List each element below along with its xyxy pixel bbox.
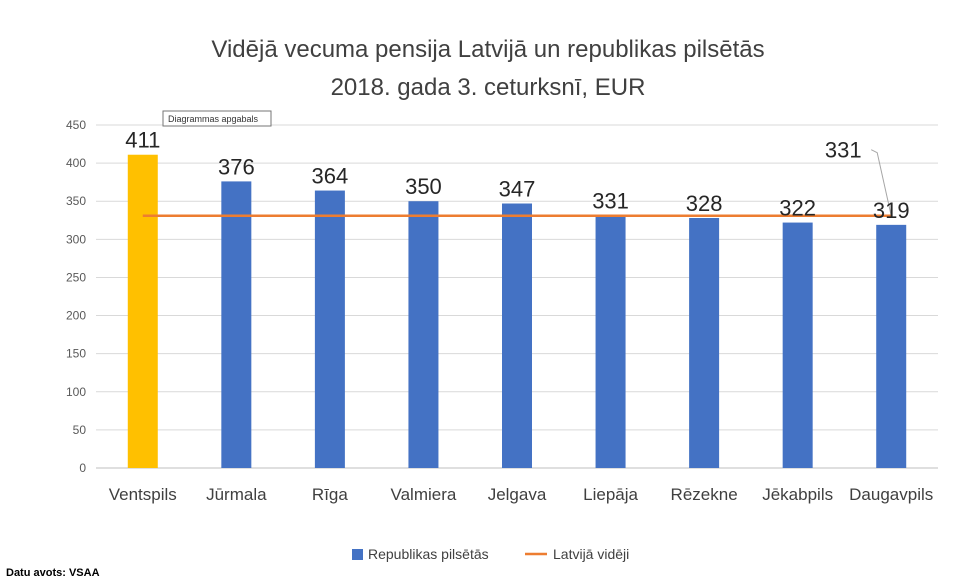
y-tick-label: 250 [66,270,86,284]
y-tick-label: 150 [66,347,86,361]
bar [782,222,813,468]
category-label: Daugavpils [849,485,933,504]
legend-swatch-bar [352,549,363,560]
average-line: 331 [142,138,892,217]
category-label: Ventspils [109,485,177,504]
data-labels: 411 376 364 350 347 331 328 322 319 [125,128,909,223]
y-tick-label: 450 [66,118,86,132]
y-tick-label: 100 [66,385,86,399]
data-label: 328 [686,191,723,216]
average-line-leader [870,149,892,216]
tooltip-box [162,110,272,127]
y-tick-label: 200 [66,309,86,323]
bar [221,181,252,468]
y-tick-label: 50 [73,423,87,437]
data-label: 331 [592,189,629,214]
category-label: Valmiera [391,485,457,504]
y-tick-label: 0 [79,461,86,475]
bar [127,154,158,468]
x-axis-categories: Ventspils Jūrmala Rīga Valmiera Jelgava Liepā… [109,485,934,504]
bar [408,201,439,468]
y-tick-label: 350 [66,194,86,208]
average-line-label: 331 [825,138,862,163]
category-label: Rīga [312,485,348,504]
tooltip-text: Diagrammas apgabals [168,114,259,124]
bar [689,217,720,468]
legend: Republikas pilsētās Latvijā vidēji [352,546,629,562]
y-tick-label: 400 [66,156,86,170]
data-label: 347 [499,177,536,202]
data-source: Datu avots: VSAA [6,567,100,579]
bar [314,190,345,468]
category-label: Jēkabpils [762,485,833,504]
y-axis-ticks: 0 50 100 150 200 250 300 350 400 450 [66,118,86,475]
category-label: Rēzekne [671,485,738,504]
bar [595,215,626,468]
data-label: 319 [873,198,910,223]
chart-area-tooltip: Diagrammas apgabals [162,110,272,127]
category-label: Jelgava [488,485,547,504]
bar [876,224,907,468]
data-label: 411 [125,128,160,153]
chart-title-line-1: Vidējā vecuma pensija Latvijā un republi… [211,36,764,63]
category-label: Jūrmala [206,485,267,504]
category-label: Liepāja [583,485,638,504]
data-label: 364 [312,164,349,189]
data-label: 376 [218,154,255,179]
data-label: 350 [405,174,442,199]
chart-title-line-2: 2018. gada 3. ceturksnī, EUR [331,74,646,101]
legend-label-bar: Republikas pilsētās [368,546,489,562]
bar [502,203,532,468]
data-label: 322 [779,196,816,221]
bars [127,154,907,468]
y-tick-label: 300 [66,232,86,246]
legend-label-line: Latvijā vidēji [553,546,629,562]
